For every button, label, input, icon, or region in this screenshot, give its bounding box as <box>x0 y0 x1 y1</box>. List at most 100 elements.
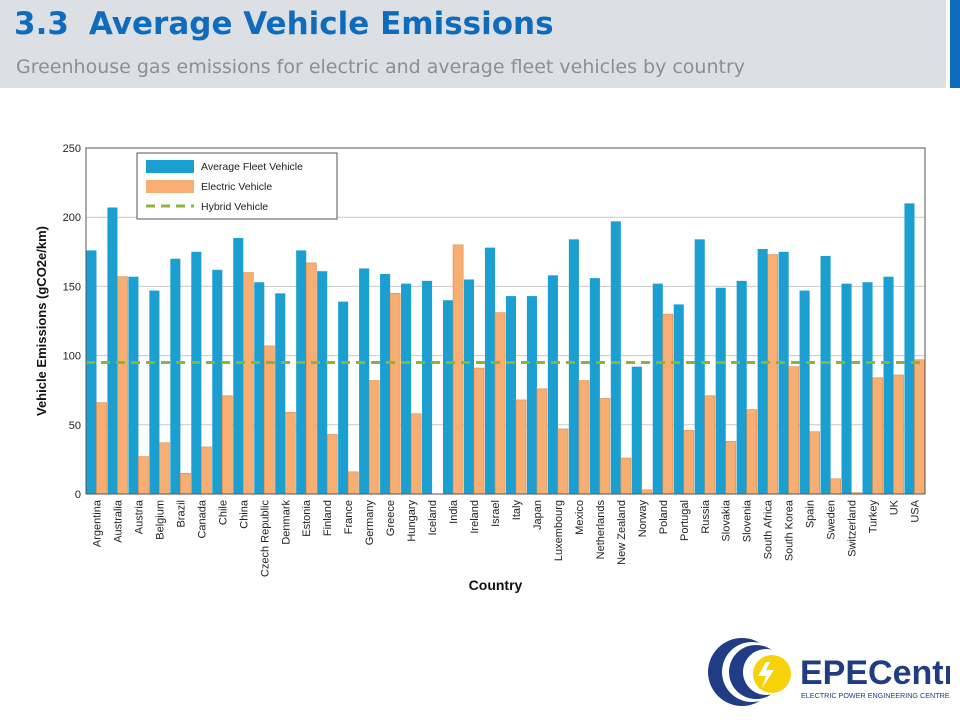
electric-bar <box>788 366 800 495</box>
electric-bar <box>746 409 758 495</box>
electric-bar <box>180 472 191 495</box>
title-text: Average Vehicle Emissions <box>88 6 554 42</box>
legend-label: Average Fleet Vehicle <box>201 161 303 173</box>
x-tick-label: Finland <box>322 500 334 536</box>
electric-bar <box>683 430 695 495</box>
electric-bar <box>347 471 359 495</box>
fleet-bar <box>484 247 496 494</box>
electric-bar <box>557 428 569 495</box>
y-tick-label: 250 <box>63 143 81 155</box>
x-tick-label: Slovenia <box>742 499 754 542</box>
header-bar: 3.3 Average Vehicle Emissions Greenhouse … <box>0 0 946 88</box>
plot-frame <box>85 147 926 495</box>
electric-bar <box>830 478 841 495</box>
fleet-bar <box>841 283 852 494</box>
x-tick-label: Iceland <box>427 500 439 535</box>
x-tick-label: New Zealand <box>616 500 628 565</box>
electric-bar <box>536 388 548 495</box>
x-tick-label: India <box>448 499 460 524</box>
electric-bar <box>410 413 422 495</box>
x-tick-label: Japan <box>532 500 544 530</box>
x-tick-label: Germany <box>364 500 376 546</box>
fleet-bar <box>233 237 244 494</box>
x-tick-label: Netherlands <box>595 500 607 560</box>
y-tick-label: 100 <box>63 351 81 363</box>
electric-bar <box>578 380 590 495</box>
x-tick-label: Portugal <box>679 500 691 541</box>
x-tick-label: Belgium <box>154 500 166 540</box>
x-tick-label: Estonia <box>301 499 313 537</box>
x-tick-label: Switzerland <box>847 500 859 557</box>
x-tick-label: Greece <box>385 500 397 536</box>
fleet-bar <box>526 296 537 494</box>
electric-bar <box>305 262 317 495</box>
fleet-bar <box>610 221 621 495</box>
x-tick-label: UK <box>889 499 901 515</box>
y-tick-label: 150 <box>63 281 81 293</box>
electric-bar <box>326 434 338 495</box>
x-tick-label: Norway <box>637 500 649 538</box>
fleet-bar <box>338 301 349 494</box>
x-tick-label: South Africa <box>763 499 775 559</box>
fleet-bar <box>589 278 600 494</box>
x-tick-label: Mexico <box>574 500 586 535</box>
electric-bar <box>96 402 107 495</box>
x-tick-label: Turkey <box>868 500 880 534</box>
x-tick-label: China <box>238 499 250 529</box>
x-tick-label: Chile <box>217 500 229 525</box>
fleet-bar <box>631 366 642 494</box>
electric-bar <box>138 456 149 495</box>
electric-bar <box>494 312 506 495</box>
fleet-bar <box>170 258 181 494</box>
electric-bar <box>893 374 904 495</box>
fleet-bar <box>715 287 726 494</box>
electric-bar <box>201 446 212 495</box>
x-tick-label: Italy <box>511 500 523 521</box>
fleet-bar <box>820 255 831 494</box>
x-tick-label: Brazil <box>175 500 187 528</box>
fleet-bar <box>673 304 684 494</box>
fleet-bar <box>86 250 97 494</box>
fleet-bar <box>652 283 663 494</box>
fleet-bar <box>883 276 894 494</box>
fleet-bar <box>254 282 265 494</box>
x-axis-title: Country <box>469 577 523 593</box>
page-title: 3.3 Average Vehicle Emissions <box>14 6 554 42</box>
electric-bar <box>284 412 296 495</box>
fleet-bar <box>778 251 789 494</box>
x-tick-label: South Korea <box>784 499 796 561</box>
x-tick-label: Russia <box>700 499 712 534</box>
y-tick-label: 200 <box>63 212 81 224</box>
fleet-bar <box>317 271 328 494</box>
y-tick-label: 50 <box>69 420 81 432</box>
fleet-bar <box>296 250 307 494</box>
header-accent-bar <box>950 0 960 88</box>
section-number: 3.3 <box>14 6 69 42</box>
fleet-bar <box>359 268 370 494</box>
electric-bar <box>159 442 170 495</box>
x-tick-label: Israel <box>490 500 502 527</box>
electric-bar <box>473 367 485 495</box>
fleet-bar <box>212 269 223 494</box>
fleet-bar <box>149 290 160 494</box>
fleet-bar <box>422 280 433 494</box>
electric-bar <box>620 457 632 495</box>
x-tick-label: Hungary <box>406 500 418 542</box>
x-tick-label: Ireland <box>469 500 481 534</box>
x-tick-label: Argentina <box>91 499 103 547</box>
fleet-bar <box>442 300 454 494</box>
electric-bar <box>368 380 380 495</box>
legend-swatch <box>146 160 194 173</box>
fleet-bar <box>547 275 558 494</box>
y-axis-title: Vehicle Emissions (gCO2e/km) <box>34 226 49 416</box>
fleet-bar <box>904 203 915 495</box>
fleet-bar <box>694 239 705 494</box>
page-subtitle: Greenhouse gas emissions for electric an… <box>16 56 746 78</box>
x-tick-label: Canada <box>196 499 208 538</box>
legend-swatch <box>146 180 194 193</box>
x-tick-label: Luxembourg <box>553 500 565 561</box>
x-tick-label: France <box>343 500 355 534</box>
electric-bar <box>725 441 737 495</box>
fleet-bar <box>568 239 579 494</box>
